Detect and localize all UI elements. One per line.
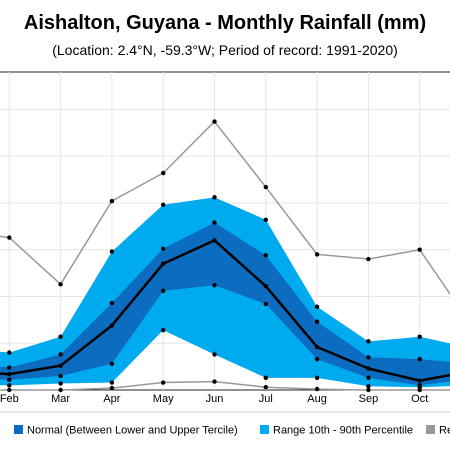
p10-point: [109, 380, 115, 385]
p90-point: [314, 304, 320, 309]
median-point: [161, 261, 166, 266]
upper_tercile-point: [161, 246, 166, 251]
legend-label: Normal (Between Lower and Upper Tercile): [27, 425, 238, 437]
median-point: [212, 238, 217, 243]
chart-subtitle: (Location: 2.4°N, -59.3°W; Period of rec…: [52, 42, 398, 58]
median-point: [314, 344, 320, 350]
median-point: [263, 283, 268, 289]
p90-point: [109, 249, 115, 254]
p90-point: [263, 217, 268, 222]
upper_tercile-point: [366, 355, 371, 360]
record_low-point: [417, 387, 422, 393]
upper_tercile-point: [417, 356, 422, 362]
lower_tercile-point: [161, 288, 166, 294]
x-tick-label: Feb: [0, 393, 19, 405]
p90-point: [212, 195, 217, 200]
upper_tercile-point: [58, 352, 63, 357]
median-point: [109, 323, 115, 328]
x-tick-label: Aug: [307, 393, 327, 405]
upper_tercile-point: [314, 319, 320, 324]
p10-point: [58, 381, 63, 386]
lower_tercile-point: [7, 377, 12, 382]
lower_tercile-point: [366, 375, 371, 381]
record_low-point: [58, 387, 63, 393]
x-tick-labels: Feb Mar Apr May Jun Jul Aug Sep Oct: [0, 393, 428, 405]
x-tick-label: Mar: [51, 393, 70, 405]
chart-title: Aishalton, Guyana - Monthly Rainfall (mm…: [23, 12, 427, 34]
plot-border: [0, 71, 450, 391]
p10-point: [7, 383, 12, 388]
record_high-point: [161, 170, 166, 176]
record_low-point: [366, 387, 371, 393]
legend-swatch: [426, 425, 435, 434]
p10-point: [366, 384, 371, 389]
record_low-point: [212, 379, 217, 384]
lower_tercile-point: [58, 373, 63, 379]
record_high-point: [263, 184, 268, 190]
data-points: [7, 119, 422, 393]
record_low-point: [161, 380, 166, 385]
legend-label: Re: [439, 425, 450, 437]
data-bands: [0, 197, 450, 388]
p10-point: [263, 375, 268, 381]
lower_tercile-point: [212, 283, 217, 288]
record_high-point: [417, 247, 422, 252]
record_high-point: [7, 235, 12, 240]
legend-label: Range 10th - 90th Percentile: [273, 425, 413, 437]
upper_tercile-point: [212, 220, 217, 225]
record_low-point: [314, 386, 320, 392]
record_high-point: [58, 282, 63, 287]
upper_tercile-point: [263, 253, 268, 258]
x-tick-label: Jul: [259, 393, 273, 405]
lower_tercile-point: [263, 301, 268, 307]
record_high-point: [366, 256, 371, 262]
upper_tercile-point: [7, 365, 12, 370]
p10-point: [161, 327, 166, 333]
p90-point: [366, 339, 371, 344]
p90-point: [417, 334, 422, 339]
legend: nNormal (Between Lower and Upper Tercile…: [14, 425, 450, 437]
p10-point: [212, 352, 217, 357]
x-tick-label: Sep: [359, 393, 379, 405]
record_low-point: [7, 387, 12, 393]
record_low-point: [109, 385, 115, 391]
lower_tercile-point: [314, 356, 320, 362]
normal-tercile-band: [0, 222, 450, 386]
record_high-point: [109, 198, 115, 204]
record_low-point: [263, 384, 268, 390]
p90-point: [7, 350, 12, 355]
median-point: [417, 378, 422, 383]
upper_tercile-point: [109, 300, 115, 306]
legend-swatch: [260, 425, 269, 434]
median-point: [366, 366, 371, 371]
record_high-point: [314, 252, 320, 257]
x-tick-label: Oct: [411, 393, 428, 405]
median-point: [7, 371, 12, 377]
p90-point: [58, 334, 63, 339]
record_high-point: [212, 119, 217, 124]
median-point: [58, 363, 63, 368]
x-tick-label: Jun: [206, 393, 224, 405]
lower_tercile-point: [109, 361, 115, 367]
x-tick-label: May: [153, 393, 174, 405]
p10-point: [314, 375, 320, 381]
x-tick-label: Apr: [103, 393, 120, 405]
p90-point: [161, 202, 166, 208]
legend-swatch: [14, 425, 23, 434]
